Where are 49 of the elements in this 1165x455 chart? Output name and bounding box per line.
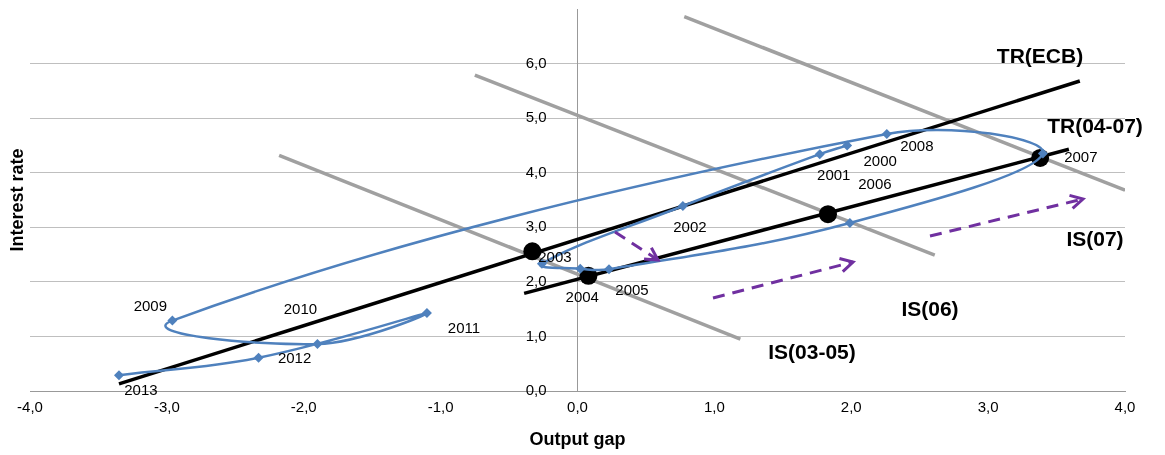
annotation: TR(ECB) [996, 43, 1084, 67]
point [881, 128, 892, 139]
y-axis-title: Interest rate [6, 148, 27, 252]
y-tick-label: 0,0 [525, 381, 547, 399]
x-tick-label: 0,0 [567, 398, 588, 416]
annotation: TR(04-07) [1047, 113, 1143, 137]
x-tick-label: 1,0 [703, 398, 725, 416]
x-tick-label: -2,0 [290, 398, 317, 416]
annotation: 2007 [1064, 147, 1098, 165]
point [603, 264, 614, 275]
annotation: IS(06) [901, 296, 959, 320]
annotation: 2009 [133, 296, 168, 314]
point [253, 352, 264, 363]
annotation: 2011 [447, 319, 481, 337]
annotation: 2004 [565, 287, 599, 305]
annotation: 2002 [673, 218, 707, 236]
y-tick-label: 3,0 [525, 217, 547, 235]
annotation: 2010 [283, 300, 318, 318]
point [421, 307, 432, 318]
x-tick-label: -3,0 [153, 398, 180, 416]
annotation: 2013 [124, 381, 158, 399]
point [677, 201, 688, 211]
x-tick-label: -1,0 [427, 398, 454, 416]
annotation: 2008 [900, 137, 934, 155]
annotation: 2005 [615, 281, 649, 299]
annotation: 2001 [817, 166, 851, 184]
point [814, 149, 825, 160]
point [113, 370, 124, 381]
y-tick-label: 1,0 [525, 326, 547, 344]
point [844, 217, 855, 228]
x-tick-label: 4,0 [1114, 398, 1136, 416]
point [312, 339, 323, 350]
y-tick-label: 5,0 [525, 108, 547, 126]
x-tick-label: -4,0 [17, 398, 43, 416]
point [842, 140, 853, 151]
x-tick-label: 2,0 [840, 398, 862, 416]
point [167, 315, 178, 326]
y-tick-label: 4,0 [525, 162, 547, 180]
annotation: 2006 [858, 175, 892, 193]
point [575, 263, 586, 274]
x-tick-label: 3,0 [977, 398, 999, 416]
x-axis-title: Output gap [529, 428, 626, 449]
annotation: IS(07) [1066, 226, 1124, 250]
annotation: 2000 [863, 151, 897, 169]
point [818, 205, 837, 224]
annotation: IS(03-05) [768, 339, 856, 363]
y-tick-label: 2,0 [525, 272, 547, 289]
y-tick-label: 6,0 [525, 53, 547, 71]
annotation: 2012 [277, 348, 312, 366]
